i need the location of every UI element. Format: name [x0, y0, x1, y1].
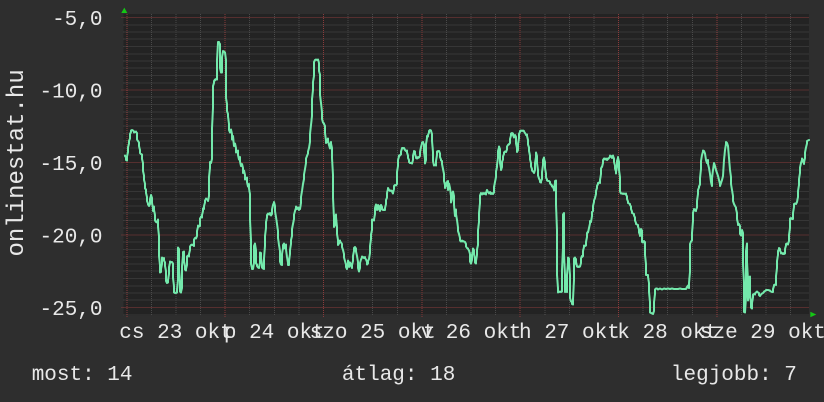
- svg-text:-25,0: -25,0: [39, 299, 102, 322]
- svg-text:-20,0: -20,0: [39, 227, 102, 250]
- svg-text:v 26 okt: v 26 okt: [421, 322, 522, 345]
- svg-text:átlag: 18: átlag: 18: [342, 364, 455, 387]
- svg-text:cs 23 okt: cs 23 okt: [119, 322, 232, 345]
- svg-text:k 28 okt: k 28 okt: [617, 322, 718, 345]
- svg-text:most: 14: most: 14: [32, 364, 133, 387]
- svg-text:-5,0: -5,0: [52, 9, 102, 32]
- svg-text:onlinestat.hu: onlinestat.hu: [4, 69, 31, 256]
- svg-text:legjobb: 7: legjobb: 7: [671, 364, 797, 387]
- svg-text:p 24 okt: p 24 okt: [224, 322, 325, 345]
- svg-text:-15,0: -15,0: [39, 154, 102, 177]
- svg-text:szo 25 okt: szo 25 okt: [310, 322, 436, 345]
- svg-text:-10,0: -10,0: [39, 82, 102, 105]
- svg-text:sze 29 okt: sze 29 okt: [700, 322, 824, 345]
- svg-text:h 27 okt: h 27 okt: [519, 322, 620, 345]
